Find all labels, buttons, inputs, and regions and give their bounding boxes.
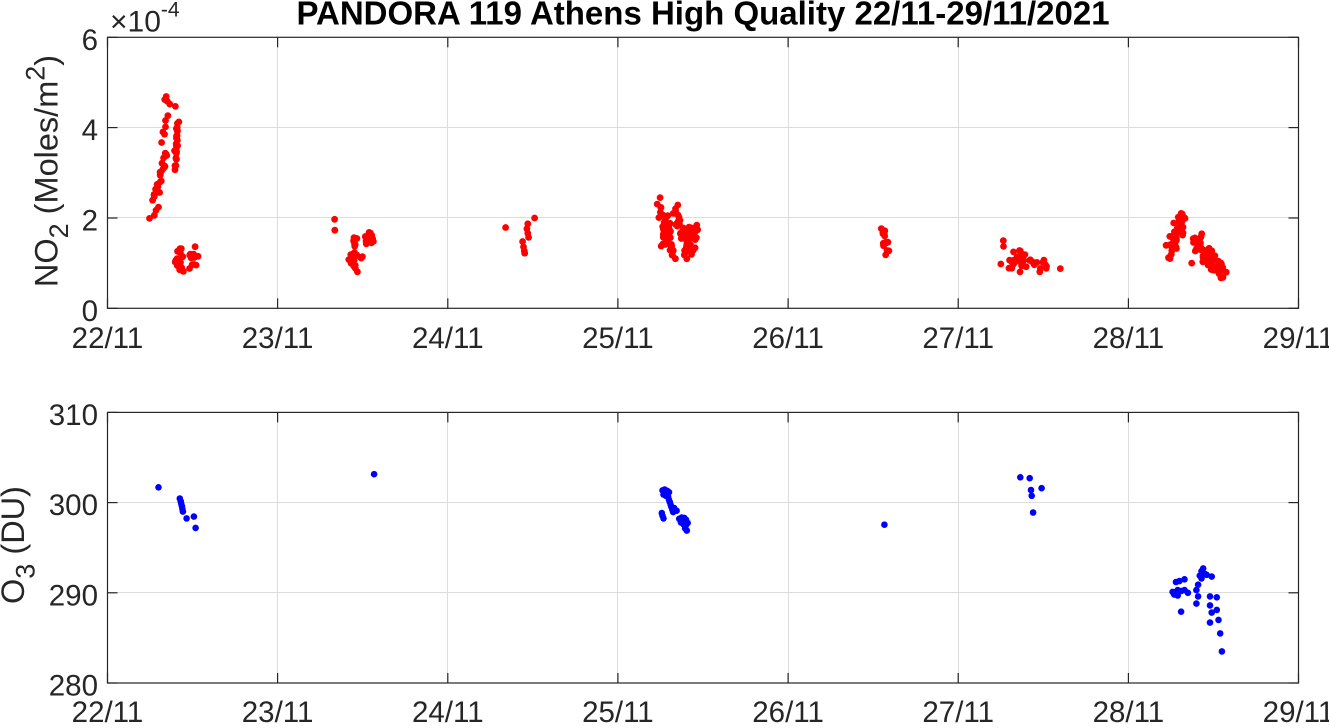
svg-text:26/11: 26/11: [752, 696, 824, 723]
svg-text:27/11: 27/11: [922, 322, 994, 355]
svg-text:0: 0: [82, 295, 98, 328]
svg-text:2: 2: [82, 205, 98, 238]
svg-text:29/11: 29/11: [1263, 696, 1329, 723]
svg-text:22/11: 22/11: [72, 322, 144, 355]
svg-text:24/11: 24/11: [412, 322, 484, 355]
svg-text:28/11: 28/11: [1093, 322, 1165, 355]
svg-text:23/11: 23/11: [242, 322, 314, 355]
svg-text:PANDORA 119 Athens High Qualit: PANDORA 119 Athens High Quality 22/11-29…: [296, 0, 1109, 32]
svg-text:27/11: 27/11: [922, 696, 994, 723]
svg-text:25/11: 25/11: [582, 322, 654, 355]
svg-text:6: 6: [82, 24, 98, 57]
svg-text:290: 290: [49, 579, 98, 612]
svg-text:280: 280: [49, 670, 98, 703]
svg-text:26/11: 26/11: [752, 322, 824, 355]
svg-text:24/11: 24/11: [412, 696, 484, 723]
svg-text:4: 4: [82, 114, 98, 147]
svg-text:310: 310: [49, 399, 98, 432]
svg-text:23/11: 23/11: [242, 696, 314, 723]
svg-text:25/11: 25/11: [582, 696, 654, 723]
svg-text:300: 300: [49, 489, 98, 522]
svg-text:29/11: 29/11: [1263, 322, 1329, 355]
svg-text:28/11: 28/11: [1093, 696, 1165, 723]
